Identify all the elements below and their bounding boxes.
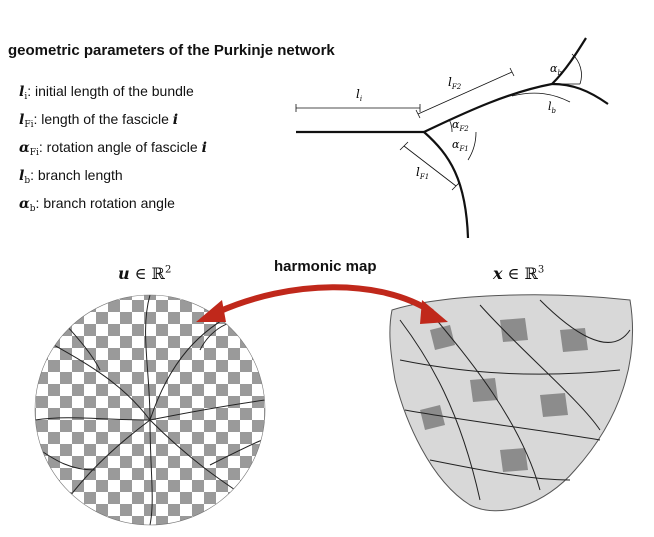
disk-domain: [30, 290, 270, 530]
heart-surface: [390, 295, 633, 511]
